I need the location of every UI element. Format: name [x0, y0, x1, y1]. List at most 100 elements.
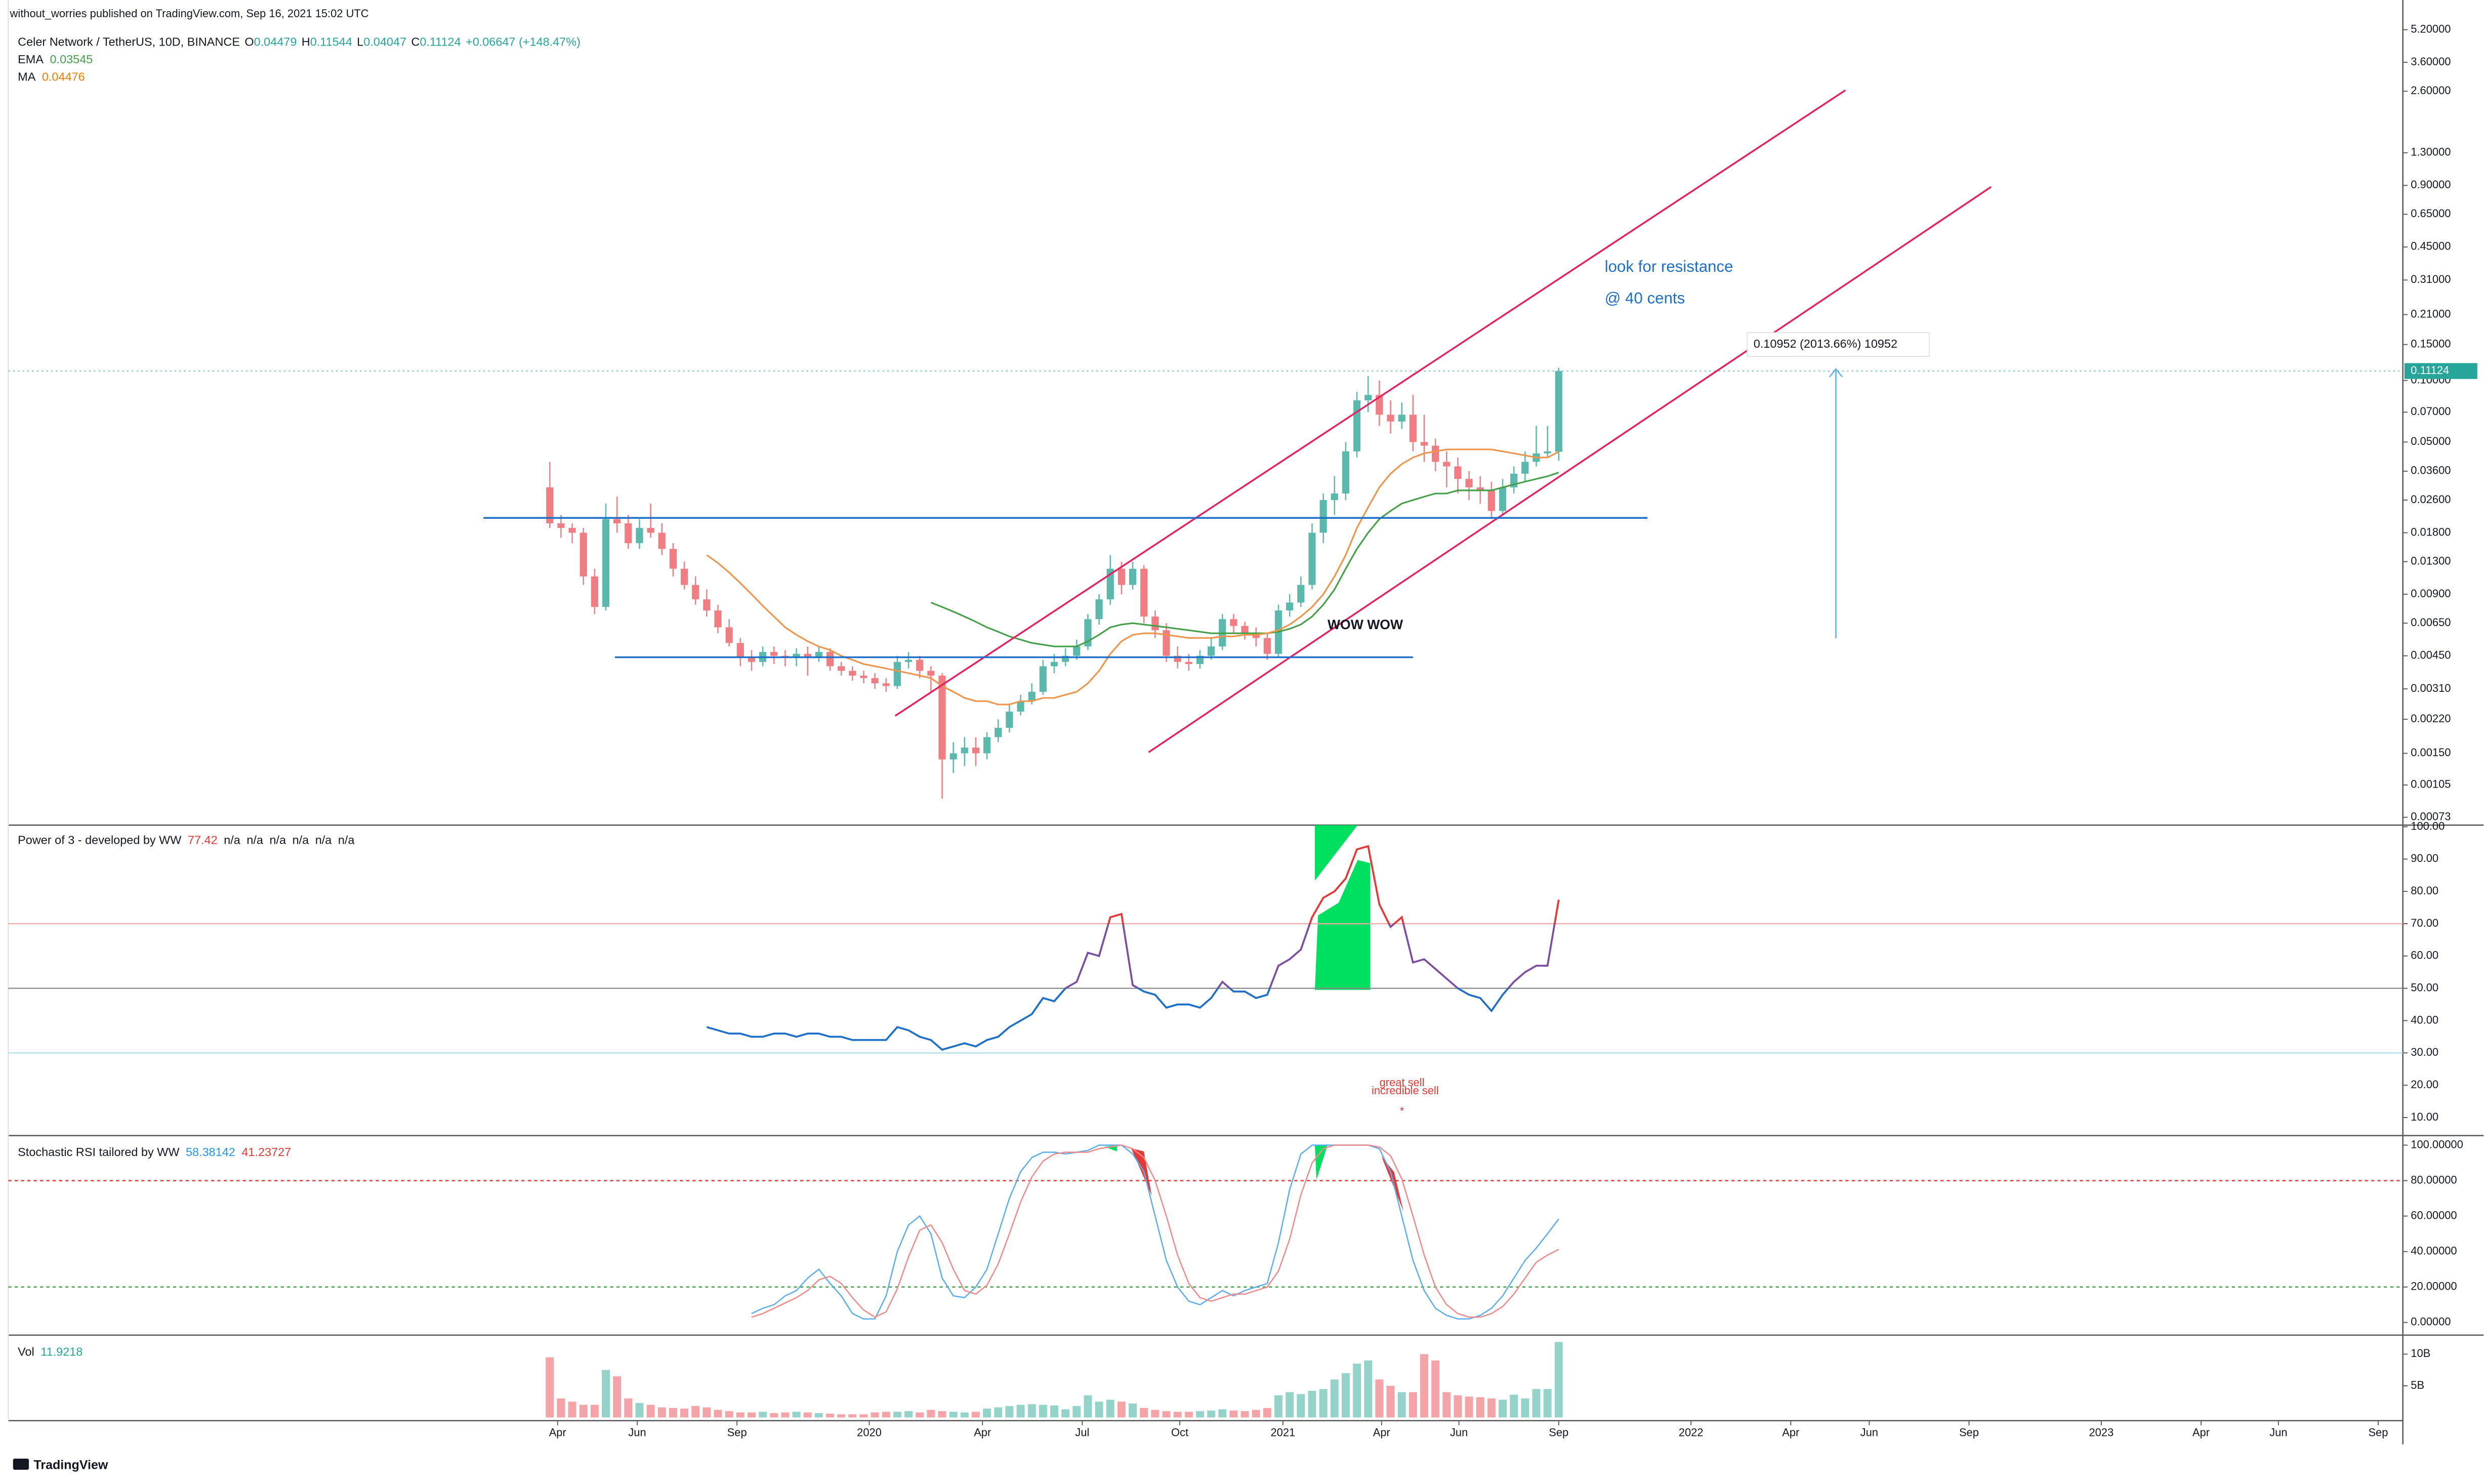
y-tick-label: 0.00310 [2411, 682, 2451, 694]
volume-bar [1027, 1404, 1036, 1418]
indicator-line [706, 845, 1560, 1051]
volume-bar [1061, 1409, 1070, 1418]
ohlc-label: C [411, 35, 420, 49]
volume-bar [1106, 1399, 1114, 1418]
candle-body [1487, 490, 1495, 511]
volume-bar [1364, 1360, 1373, 1418]
candle-body [1185, 662, 1192, 665]
y-tick-label: 80.00 [2411, 884, 2438, 897]
x-tick-label: Sep [727, 1426, 747, 1439]
drawings: 0.10952 (2013.66%) 10952 look for resist… [483, 89, 1992, 1117]
y-tick-label: 60.00 [2411, 949, 2438, 962]
volume-bar [1084, 1395, 1092, 1418]
candle-body [1420, 442, 1428, 446]
legend-value: 41.23727 [241, 1145, 291, 1159]
last-price-box [2404, 363, 2477, 379]
volume-bar [702, 1407, 711, 1418]
volume-bar [557, 1398, 565, 1418]
volume-bar [904, 1411, 913, 1418]
stoch-legend: Stochastic RSI tailored by WW 58.38142 41.… [18, 1145, 291, 1159]
ohlc-label: L [357, 35, 363, 49]
volume-bar [792, 1412, 801, 1418]
y-tick-label: 70.00 [2411, 917, 2438, 929]
y-tick-label: 2.60000 [2411, 84, 2451, 97]
volume-bar [613, 1376, 622, 1418]
candle-body [1544, 451, 1551, 454]
x-tick-label: Sep [1549, 1426, 1568, 1439]
candle-body [1454, 466, 1462, 479]
published-line: without_worries published on TradingView… [10, 7, 369, 20]
legend-value: 77.42 [188, 834, 218, 847]
volume-bar [848, 1414, 857, 1418]
y-tick-label: 0.00220 [2411, 712, 2451, 725]
volume-bar [1274, 1395, 1282, 1418]
x-tick-label: 2022 [1679, 1426, 1704, 1439]
candle-body [1319, 500, 1327, 533]
y-tick-label: 0.00000 [2411, 1315, 2451, 1328]
candle-body [1163, 630, 1170, 656]
volume-bar [971, 1412, 980, 1418]
x-tick-label: Jun [2269, 1426, 2287, 1439]
volume-bar [770, 1413, 778, 1418]
note: look for resistance [1605, 258, 1733, 275]
volume-bar [1252, 1410, 1260, 1418]
candle-body [1129, 568, 1137, 585]
candle-body [1432, 445, 1439, 462]
candle-body [1376, 395, 1383, 415]
volume-bar [1207, 1410, 1216, 1418]
volume-bar [1487, 1398, 1496, 1418]
indicator-line [930, 472, 1559, 647]
legend-value: 58.38142 [186, 1145, 235, 1159]
candle-body [1252, 633, 1260, 638]
x-tick-label: Jun [628, 1426, 646, 1439]
candle-body [916, 659, 924, 671]
volume-bar [938, 1411, 946, 1418]
x-tick-label: Sep [1959, 1426, 1979, 1439]
volume-bar [1173, 1412, 1182, 1418]
volume-bar [1195, 1411, 1204, 1418]
x-tick-label: Apr [1782, 1426, 1799, 1439]
ohlc-label: O [244, 35, 254, 49]
candle-body [893, 662, 901, 686]
x-tick-label: Apr [549, 1426, 566, 1439]
volume-bar [1353, 1364, 1361, 1418]
volume-bar [1330, 1379, 1339, 1418]
candle-body [714, 610, 722, 628]
candle-body [770, 652, 778, 656]
y-tick-label: 0.03600 [2411, 464, 2451, 477]
note: WOW WOW [1328, 617, 1403, 632]
y-tick-label: 0.01800 [2411, 525, 2451, 538]
candle-body [983, 737, 991, 754]
volume-bar [781, 1412, 790, 1418]
candle-body [725, 627, 733, 643]
candle-body [927, 671, 935, 676]
volume-bar [1129, 1404, 1137, 1418]
candle-body [995, 727, 1002, 737]
volume-bar [579, 1405, 588, 1418]
candle-body [1308, 532, 1316, 585]
x-tick-label: Apr [2192, 1426, 2210, 1439]
y-tick-label: 40.00 [2411, 1013, 2438, 1026]
candle-body [579, 532, 587, 576]
trend-line [894, 89, 1846, 717]
volume-bar [680, 1409, 689, 1418]
y-tick-label: 90.00 [2411, 852, 2438, 864]
y-tick-label: 0.31000 [2411, 273, 2451, 285]
volume-bar [736, 1412, 744, 1418]
candle-body [949, 753, 957, 760]
legend-value: n/a [269, 834, 286, 847]
measure-label: 0.10952 (2013.66%) 10952 [1754, 337, 1897, 350]
y-tick-label: 0.07000 [2411, 405, 2451, 418]
indicator-line [751, 1144, 1559, 1318]
candle-body [1095, 599, 1103, 620]
volume-bar [546, 1357, 554, 1418]
y-tick-label: 0.45000 [2411, 240, 2451, 253]
volume-bar [949, 1412, 958, 1418]
volume-bar [1286, 1392, 1294, 1418]
candle-body [815, 652, 822, 658]
volume-bar [1543, 1389, 1552, 1418]
candle-body [1028, 691, 1036, 702]
signal-label: great sell [1380, 1076, 1425, 1089]
candle-body [625, 523, 632, 544]
